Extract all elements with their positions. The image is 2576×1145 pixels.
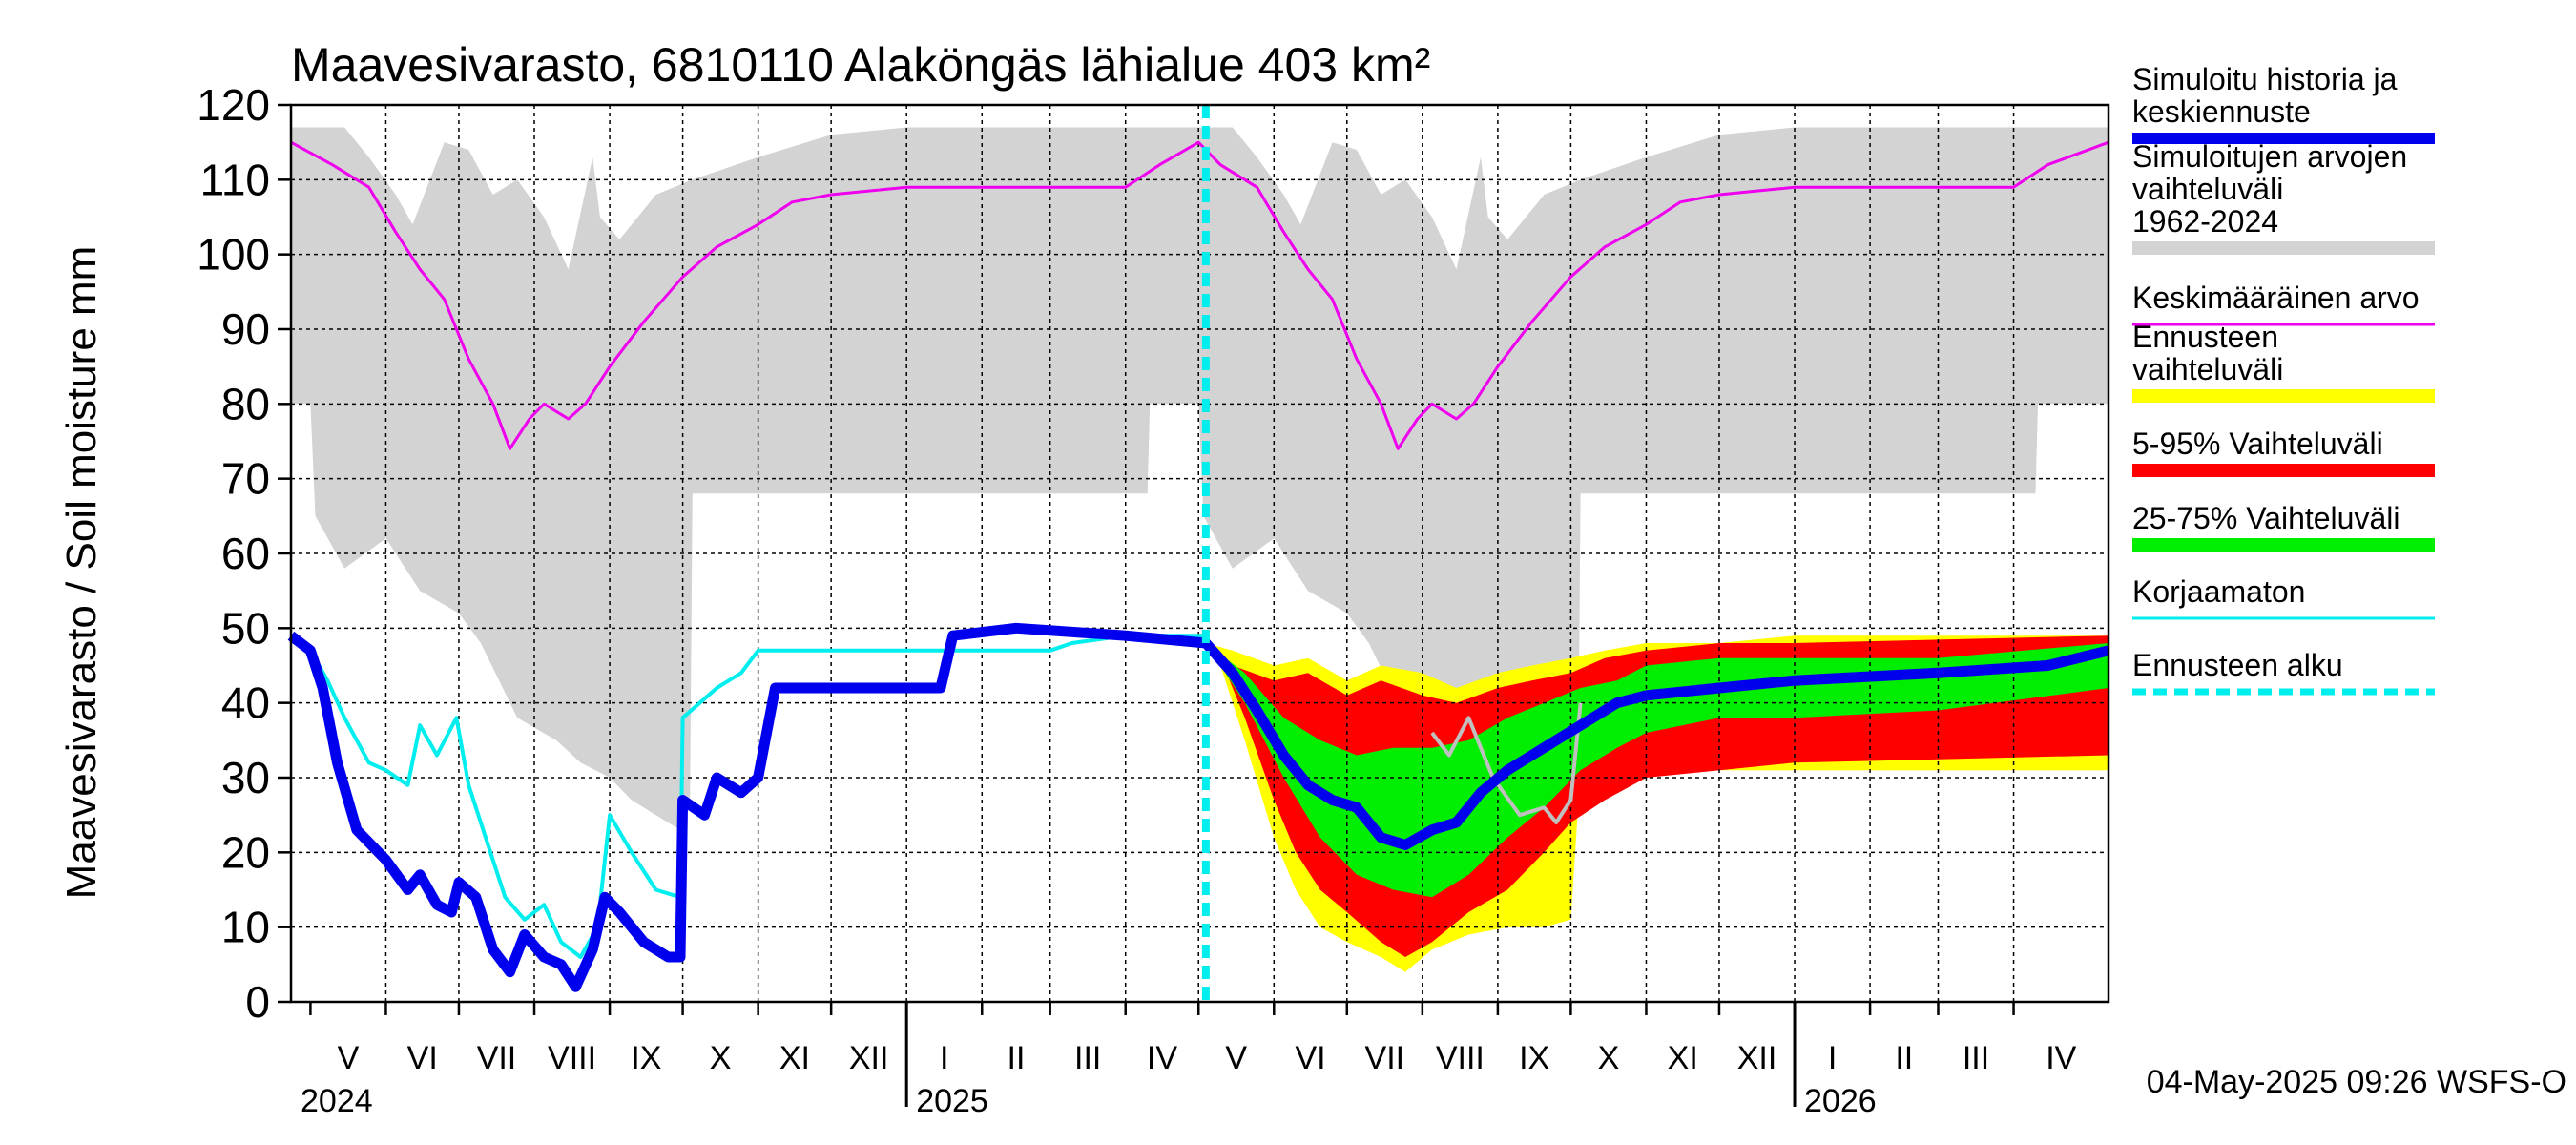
legend-item: Keskimääräinen arvo <box>2132 281 2435 326</box>
band-hist_range <box>291 127 2109 830</box>
x-month-label: V <box>338 1040 360 1076</box>
x-month-label: IX <box>631 1040 661 1076</box>
y-axis-label: Maavesivarasto / Soil moisture mm <box>58 246 105 900</box>
x-month-label: VII <box>1365 1040 1405 1076</box>
x-month-label: IV <box>1147 1040 1177 1076</box>
x-month-label: VIII <box>548 1040 596 1076</box>
legend-label: Keskimääräinen arvo <box>2132 281 2420 315</box>
footer-timestamp: 04-May-2025 09:26 WSFS-O <box>2147 1064 2566 1100</box>
x-month-label: II <box>1008 1040 1026 1076</box>
y-tick-label: 70 <box>221 454 270 504</box>
grid-layer <box>291 105 2109 1002</box>
x-month-label: XI <box>1668 1040 1698 1076</box>
legend-label: 25-75% Vaihteluväli <box>2132 501 2399 535</box>
legend-label: Ennusteen alku <box>2132 648 2343 682</box>
legend-item: Ennusteen alku <box>2132 648 2435 696</box>
legend-label: keskiennuste <box>2132 94 2311 129</box>
x-month-label: III <box>1963 1040 1989 1076</box>
y-tick-label: 10 <box>221 903 270 952</box>
series-mean <box>290 140 2109 450</box>
legend-label: 1962-2024 <box>2132 204 2278 239</box>
x-month-label: III <box>1074 1040 1101 1076</box>
series-uncorrected <box>289 634 1206 959</box>
y-tick-label: 30 <box>221 753 270 802</box>
x-month-label: XII <box>849 1040 889 1076</box>
x-month-label: XI <box>779 1040 810 1076</box>
x-month-label: VII <box>477 1040 517 1076</box>
y-tick-label: 20 <box>221 827 270 877</box>
x-month-label: VI <box>407 1040 438 1076</box>
x-month-label: XII <box>1737 1040 1777 1076</box>
x-month-label: X <box>1598 1040 1620 1076</box>
x-month-label: II <box>1895 1040 1913 1076</box>
x-month-label: I <box>940 1040 948 1076</box>
series-uncorrected_forecast <box>1430 702 1583 824</box>
legend-item: Simuloitujen arvojenvaihteluväli1962-202… <box>2132 139 2435 255</box>
legend-label: Simuloitujen arvojen <box>2132 139 2407 174</box>
x-month-label: V <box>1225 1040 1247 1076</box>
x-year-label: 2026 <box>1804 1083 1877 1119</box>
legend-label: Ennusteen <box>2132 320 2278 354</box>
series-simulated <box>287 622 2110 992</box>
y-tick-label: 80 <box>221 379 270 428</box>
legend-label: 5-95% Vaihteluväli <box>2132 427 2383 461</box>
legend-label: vaihteluväli <box>2132 172 2283 206</box>
chart-title: Maavesivarasto, 6810110 Alaköngäs lähial… <box>291 38 1430 92</box>
x-month-label: VIII <box>1436 1040 1485 1076</box>
x-year-label: 2024 <box>301 1083 373 1119</box>
x-month-label: X <box>710 1040 732 1076</box>
x-month-label: I <box>1828 1040 1837 1076</box>
legend-item: 25-75% Vaihteluväli <box>2132 501 2435 552</box>
x-month-label: IX <box>1519 1040 1549 1076</box>
y-tick-label: 0 <box>245 977 270 1027</box>
legend-item: 5-95% Vaihteluväli <box>2132 427 2435 477</box>
y-tick-label: 90 <box>221 304 270 354</box>
line-layer <box>287 105 2110 1002</box>
y-tick-label: 60 <box>221 529 270 578</box>
y-tick-label: 110 <box>200 155 270 204</box>
legend-label: vaihteluväli <box>2132 352 2283 386</box>
legend: Simuloitu historia jakeskiennusteSimuloi… <box>2132 62 2435 696</box>
y-tick-label: 100 <box>197 230 270 280</box>
x-month-label: IV <box>2046 1040 2076 1076</box>
y-tick-label: 120 <box>197 80 270 130</box>
x-year-label: 2025 <box>916 1083 988 1119</box>
y-tick-label: 50 <box>221 603 270 653</box>
y-tick-label: 40 <box>221 678 270 728</box>
legend-label: Simuloitu historia ja <box>2132 62 2398 96</box>
legend-label: Korjaamaton <box>2132 574 2305 609</box>
legend-item: Korjaamaton <box>2132 574 2435 620</box>
x-month-label: VI <box>1295 1040 1325 1076</box>
